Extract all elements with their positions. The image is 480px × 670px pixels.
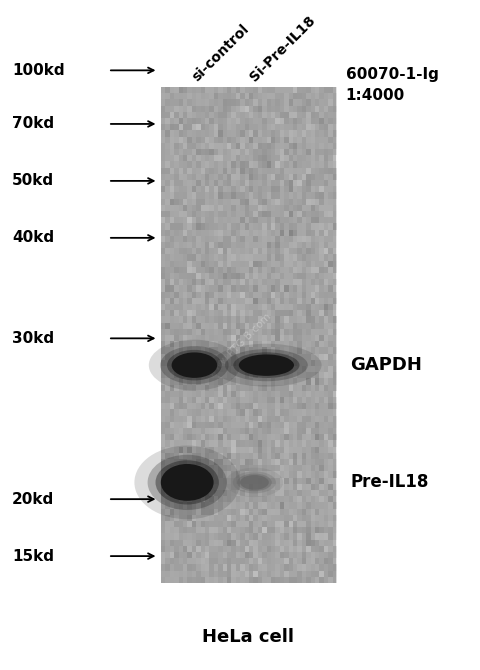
Text: www.PTG B.com: www.PTG B.com (206, 312, 273, 379)
Text: 70kd: 70kd (12, 117, 54, 131)
Text: 30kd: 30kd (12, 331, 54, 346)
Ellipse shape (134, 446, 240, 519)
Text: si-control: si-control (189, 21, 252, 84)
Text: HeLa cell: HeLa cell (203, 628, 294, 645)
Ellipse shape (226, 468, 283, 497)
Ellipse shape (148, 455, 227, 510)
Ellipse shape (240, 475, 269, 490)
Text: 100kd: 100kd (12, 63, 65, 78)
Text: 20kd: 20kd (12, 492, 54, 507)
Ellipse shape (233, 472, 276, 493)
Text: Si-Pre-IL18: Si-Pre-IL18 (247, 13, 318, 84)
Ellipse shape (156, 460, 219, 505)
Text: 15kd: 15kd (12, 549, 54, 563)
Ellipse shape (237, 474, 272, 491)
Ellipse shape (233, 352, 300, 378)
Text: 50kd: 50kd (12, 174, 54, 188)
Text: Pre-IL18: Pre-IL18 (350, 474, 429, 491)
Ellipse shape (239, 354, 294, 376)
Ellipse shape (167, 350, 222, 381)
Text: GAPDH: GAPDH (350, 356, 422, 374)
Ellipse shape (211, 344, 322, 387)
Ellipse shape (160, 346, 228, 385)
Ellipse shape (172, 352, 217, 378)
Bar (161, 87, 336, 583)
Text: 60070-1-Ig
1:4000: 60070-1-Ig 1:4000 (346, 67, 438, 103)
Text: 40kd: 40kd (12, 230, 54, 245)
Ellipse shape (161, 464, 214, 501)
Ellipse shape (225, 349, 308, 381)
Ellipse shape (149, 340, 240, 391)
